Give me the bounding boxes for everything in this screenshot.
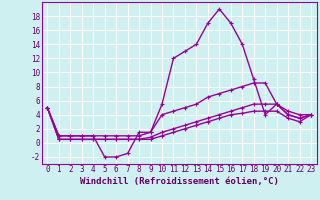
X-axis label: Windchill (Refroidissement éolien,°C): Windchill (Refroidissement éolien,°C) — [80, 177, 279, 186]
